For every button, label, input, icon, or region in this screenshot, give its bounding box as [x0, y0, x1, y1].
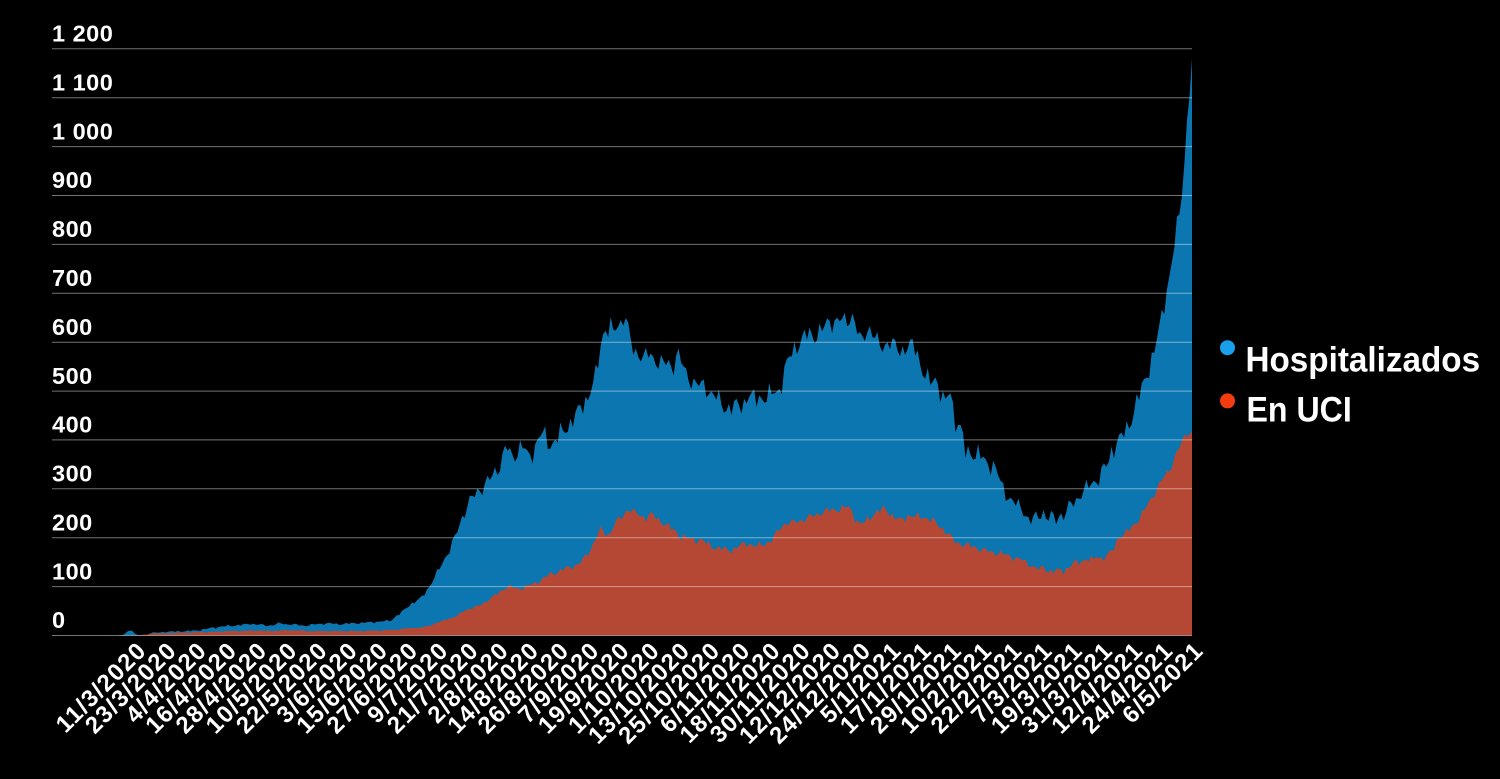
svg-text:300: 300: [52, 461, 93, 487]
svg-text:1 000: 1 000: [52, 118, 113, 144]
svg-text:700: 700: [52, 265, 93, 291]
svg-text:200: 200: [52, 509, 93, 535]
svg-text:0: 0: [52, 607, 66, 633]
svg-text:800: 800: [52, 216, 93, 242]
svg-text:100: 100: [52, 558, 93, 584]
svg-text:600: 600: [52, 314, 93, 340]
svg-text:500: 500: [52, 363, 93, 389]
svg-text:900: 900: [52, 167, 93, 193]
svg-text:1 100: 1 100: [52, 69, 113, 95]
svg-text:1 200: 1 200: [52, 21, 113, 47]
svg-text:En UCI: En UCI: [1247, 390, 1352, 430]
svg-text:Hospitalizados: Hospitalizados: [1246, 340, 1481, 379]
svg-text:400: 400: [52, 412, 93, 438]
